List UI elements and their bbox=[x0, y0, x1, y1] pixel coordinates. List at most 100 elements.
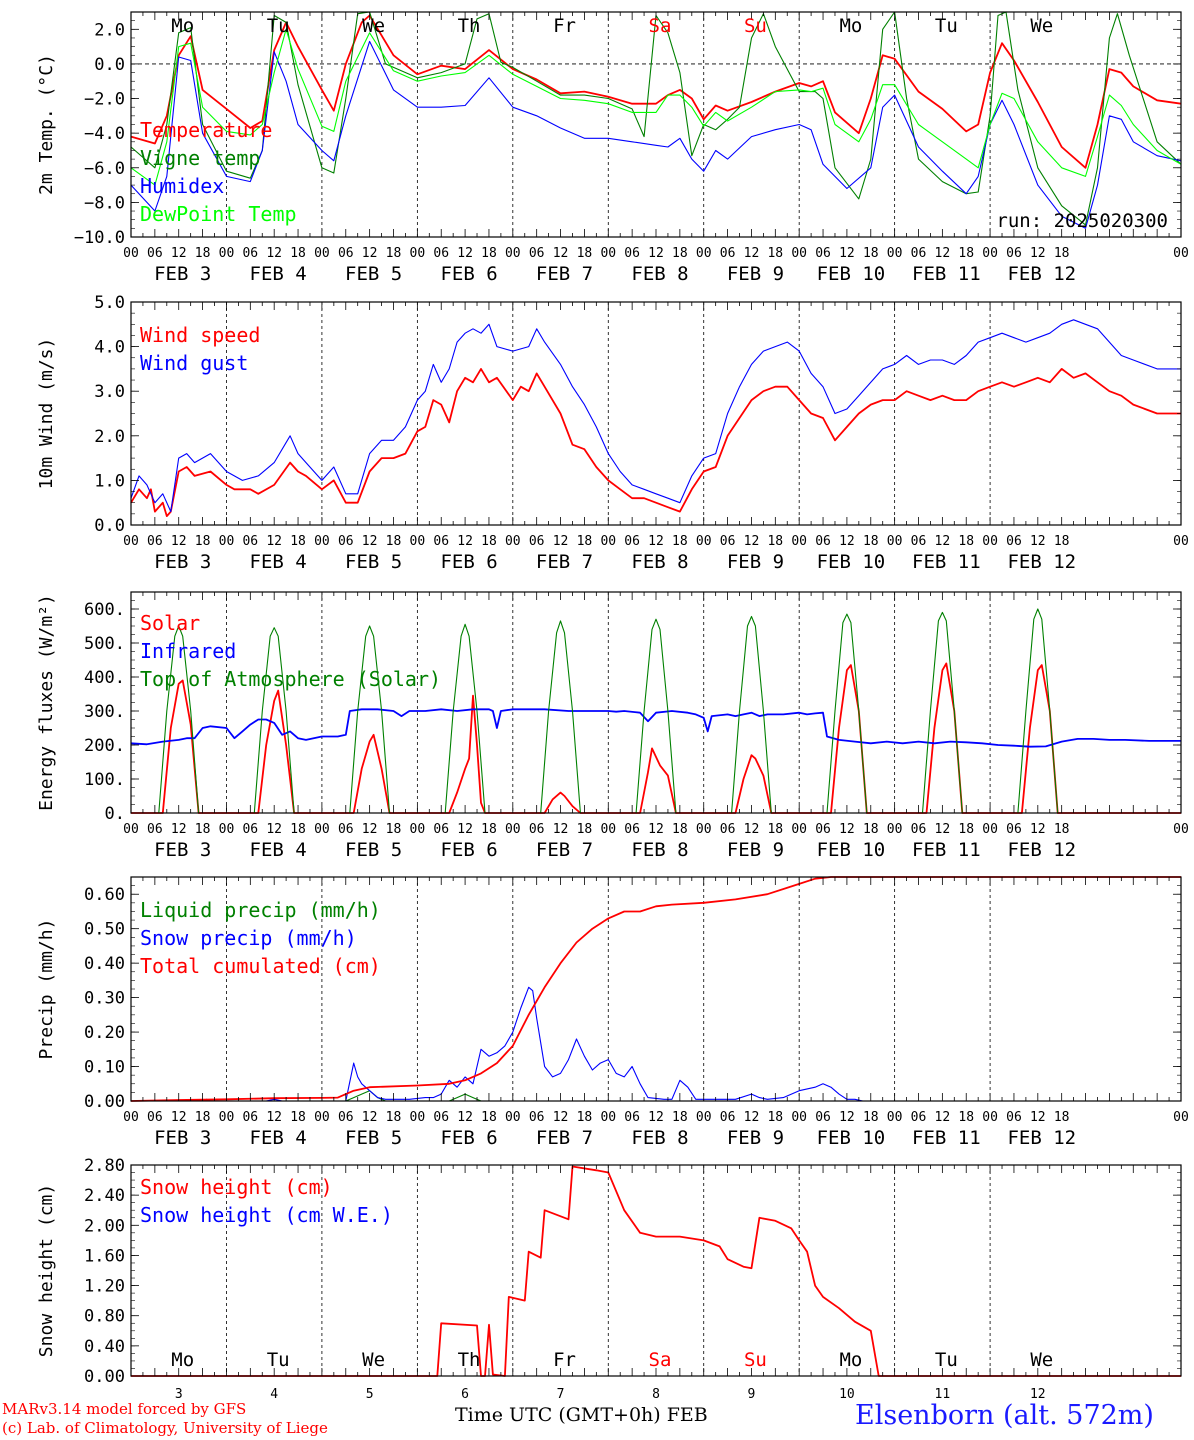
hour-tick-label: 18 bbox=[577, 822, 593, 837]
date-label: FEB 3 bbox=[154, 263, 211, 285]
day-label: Tu bbox=[267, 15, 290, 37]
hour-tick-label: 12 bbox=[744, 822, 760, 837]
date-label: FEB 11 bbox=[912, 839, 981, 861]
hour-tick-label: 00 bbox=[1173, 246, 1189, 261]
hour-tick-label: 06 bbox=[242, 534, 258, 549]
hour-tick-label: 18 bbox=[1054, 534, 1070, 549]
date-label: FEB 7 bbox=[536, 1127, 593, 1149]
legend-entry: Infrared bbox=[140, 639, 236, 663]
date-label: FEB 5 bbox=[345, 839, 402, 861]
y-tick-label: 0.50 bbox=[84, 920, 125, 940]
hour-tick-label: 00 bbox=[314, 534, 330, 549]
hour-tick-label: 18 bbox=[195, 246, 211, 261]
hour-tick-label: 12 bbox=[266, 534, 282, 549]
hour-tick-label: 12 bbox=[266, 246, 282, 261]
hour-tick-label: 12 bbox=[1030, 822, 1046, 837]
date-label: FEB 3 bbox=[154, 1127, 211, 1149]
date-label: FEB 11 bbox=[912, 1127, 981, 1149]
y-tick-label: 0.0 bbox=[94, 55, 125, 75]
hour-tick-label: 00 bbox=[123, 246, 139, 261]
hour-tick-label: 00 bbox=[314, 822, 330, 837]
hour-tick-label: 06 bbox=[911, 246, 927, 261]
hour-tick-label: 12 bbox=[457, 1110, 473, 1125]
hour-tick-label: 12 bbox=[553, 1110, 569, 1125]
hour-tick-label: 18 bbox=[577, 1110, 593, 1125]
hour-tick-label: 12 bbox=[744, 1110, 760, 1125]
hour-tick-label: 00 bbox=[410, 1110, 426, 1125]
hour-tick-label: 18 bbox=[481, 1110, 497, 1125]
legend-entry: Snow height (cm) bbox=[140, 1175, 333, 1199]
y-tick-label: 4.0 bbox=[94, 338, 125, 358]
hour-tick-label: 12 bbox=[648, 1110, 664, 1125]
hour-tick-label: 18 bbox=[290, 534, 306, 549]
y-axis-label: 2m Temp. (°C) bbox=[36, 54, 57, 195]
hour-tick-label: 18 bbox=[195, 534, 211, 549]
hour-tick-label: 06 bbox=[911, 822, 927, 837]
hour-tick-label: 06 bbox=[720, 534, 736, 549]
day-number-label: 3 bbox=[175, 1387, 183, 1400]
hour-tick-label: 06 bbox=[1006, 1110, 1022, 1125]
hour-tick-label: 06 bbox=[815, 822, 831, 837]
hour-tick-label: 12 bbox=[744, 246, 760, 261]
series-line bbox=[130, 368, 1181, 517]
hour-tick-label: 06 bbox=[624, 534, 640, 549]
legend-entry: Wind speed bbox=[140, 323, 260, 347]
date-label: FEB 9 bbox=[727, 263, 784, 285]
hour-tick-label: 18 bbox=[672, 534, 688, 549]
hour-tick-label: 00 bbox=[410, 246, 426, 261]
y-tick-label: −10.0 bbox=[74, 228, 125, 248]
y-tick-label: 0.00 bbox=[84, 1367, 125, 1387]
hour-tick-label: 18 bbox=[481, 534, 497, 549]
hour-tick-label: 18 bbox=[195, 1110, 211, 1125]
date-label: FEB 8 bbox=[631, 1127, 688, 1149]
hour-tick-label: 06 bbox=[433, 1110, 449, 1125]
day-number-label: 4 bbox=[270, 1387, 278, 1400]
hour-tick-label: 18 bbox=[767, 822, 783, 837]
y-tick-label: 0.0 bbox=[94, 516, 125, 536]
date-label: FEB 4 bbox=[250, 263, 307, 285]
hour-tick-label: 18 bbox=[1054, 246, 1070, 261]
y-tick-label: 2.0 bbox=[94, 427, 125, 447]
time-axis-title: Time UTC (GMT+0h) bbox=[455, 1404, 661, 1426]
y-tick-label: −2.0 bbox=[84, 90, 125, 110]
legend-entry: Top of Atmosphere (Solar) bbox=[140, 667, 441, 691]
y-tick-label: −6.0 bbox=[84, 159, 125, 179]
hour-tick-label: 06 bbox=[529, 1110, 545, 1125]
run-label: run: 2025020300 bbox=[996, 210, 1168, 232]
hour-tick-label: 06 bbox=[1006, 534, 1022, 549]
hour-tick-label: 00 bbox=[505, 822, 521, 837]
day-label: Sa bbox=[649, 1349, 672, 1371]
y-tick-label: 0.10 bbox=[84, 1058, 125, 1078]
date-label: FEB 12 bbox=[1007, 1127, 1076, 1149]
hour-tick-label: 12 bbox=[457, 534, 473, 549]
date-label: FEB 4 bbox=[250, 551, 307, 573]
hour-tick-label: 12 bbox=[1030, 534, 1046, 549]
hour-tick-label: 00 bbox=[600, 822, 616, 837]
hour-tick-label: 12 bbox=[266, 1110, 282, 1125]
panel-5: 2.80 2.40 2.00 1.60 1.20 0.80 0.40 0.00 Snow hei… bbox=[36, 1156, 1182, 1402]
hour-tick-label: 12 bbox=[362, 534, 378, 549]
date-label: FEB 11 bbox=[912, 263, 981, 285]
hour-tick-label: 06 bbox=[242, 822, 258, 837]
day-label: Tu bbox=[267, 1349, 290, 1371]
hour-tick-label: 18 bbox=[863, 534, 879, 549]
day-number-label: 5 bbox=[366, 1387, 374, 1400]
panel-1: 2.0 0.0 −2.0 −4.0 −6.0 −8.0 −10.0 2m Temp. (°C)… bbox=[36, 11, 1189, 285]
hour-tick-label: 18 bbox=[290, 822, 306, 837]
hour-tick-label: 00 bbox=[791, 1110, 807, 1125]
hour-tick-label: 06 bbox=[529, 534, 545, 549]
day-label: Mo bbox=[839, 15, 862, 37]
hour-tick-label: 06 bbox=[147, 1110, 163, 1125]
hour-tick-label: 12 bbox=[839, 246, 855, 261]
y-tick-label: 3.0 bbox=[94, 382, 125, 402]
hour-tick-label: 18 bbox=[672, 1110, 688, 1125]
hour-tick-label: 06 bbox=[338, 246, 354, 261]
hour-tick-label: 00 bbox=[1173, 534, 1189, 549]
date-label: FEB 3 bbox=[154, 839, 211, 861]
date-label: FEB 5 bbox=[345, 551, 402, 573]
hour-tick-label: 18 bbox=[863, 1110, 879, 1125]
hour-tick-label: 12 bbox=[171, 822, 187, 837]
legend-entry: Total cumulated (cm) bbox=[140, 954, 381, 978]
day-label: Tu bbox=[935, 1349, 958, 1371]
hour-tick-label: 00 bbox=[123, 822, 139, 837]
